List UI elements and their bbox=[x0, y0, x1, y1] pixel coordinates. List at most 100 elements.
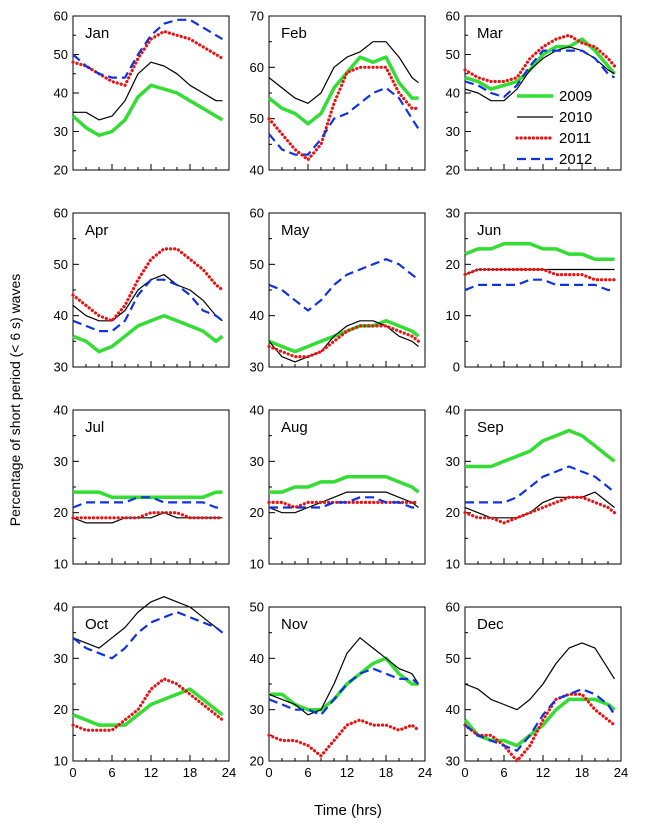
series-line-2011 bbox=[71, 247, 225, 323]
series-line-2012 bbox=[268, 86, 420, 156]
panel-title: Nov bbox=[281, 616, 308, 633]
x-tick-label: 6 bbox=[304, 765, 311, 780]
y-tick-label: 30 bbox=[54, 124, 68, 139]
series-line-2009 bbox=[463, 697, 616, 748]
x-tick-label: 12 bbox=[340, 765, 354, 780]
panel-jul: 10 20 30 40 Jul bbox=[54, 403, 230, 572]
series-line-2009 bbox=[465, 428, 616, 469]
series-line-2009 bbox=[72, 687, 224, 727]
x-tick-label: 6 bbox=[500, 765, 507, 780]
y-tick-label: 40 bbox=[446, 702, 460, 717]
series-line-2012 bbox=[268, 258, 420, 312]
y-tick-label: 20 bbox=[54, 163, 68, 178]
y-tick-label: 40 bbox=[54, 600, 68, 615]
y-tick-label: 10 bbox=[250, 557, 264, 572]
series-line-2009 bbox=[269, 474, 420, 494]
panel-title: Jul bbox=[85, 419, 104, 436]
y-tick-label: 40 bbox=[250, 651, 264, 666]
series-line-2011 bbox=[267, 65, 421, 162]
series-line-2012 bbox=[72, 278, 224, 333]
panel-title: Mar bbox=[477, 25, 503, 42]
panel-feb: 40 50 60 70 Feb bbox=[250, 9, 426, 178]
series-line-2012 bbox=[72, 496, 223, 509]
panel-title: Sep bbox=[477, 419, 504, 436]
series-line-2010 bbox=[73, 61, 223, 121]
x-tick-label: 12 bbox=[144, 765, 158, 780]
panel-nov: 20 30 40 50 0 6 12 18 24 Nov bbox=[250, 600, 433, 781]
x-tick-label: 24 bbox=[614, 765, 628, 780]
x-tick-label: 18 bbox=[575, 765, 589, 780]
series-line-2012 bbox=[465, 465, 616, 504]
panel-title: Aug bbox=[281, 419, 308, 436]
panel-title: Feb bbox=[281, 25, 307, 42]
series-line-2011 bbox=[267, 324, 421, 359]
y-tick-label: 30 bbox=[446, 124, 460, 139]
panel-dec: 30 40 50 60 0 6 12 18 24 Dec bbox=[446, 600, 629, 781]
series-line-2012 bbox=[72, 18, 224, 79]
x-tick-label: 6 bbox=[108, 765, 115, 780]
y-tick-label: 40 bbox=[250, 308, 264, 323]
y-tick-label: 50 bbox=[250, 257, 264, 272]
panel-title: Oct bbox=[85, 616, 109, 633]
y-tick-label: 20 bbox=[446, 163, 460, 178]
y-tick-label: 10 bbox=[446, 308, 460, 323]
x-axis-label: Time (hrs) bbox=[314, 802, 382, 819]
y-tick-label: 10 bbox=[446, 557, 460, 572]
y-tick-label: 20 bbox=[54, 505, 68, 520]
y-tick-label: 50 bbox=[54, 47, 68, 62]
y-tick-label: 60 bbox=[446, 9, 460, 24]
panel-title: Jan bbox=[85, 25, 109, 42]
y-tick-label: 20 bbox=[250, 754, 264, 769]
x-tick-label: 0 bbox=[461, 765, 468, 780]
series-line-2011 bbox=[463, 495, 617, 525]
series-line-2009 bbox=[72, 313, 224, 354]
y-tick-label: 30 bbox=[446, 454, 460, 469]
y-tick-label: 60 bbox=[54, 9, 68, 24]
y-tick-label: 30 bbox=[54, 454, 68, 469]
series-line-2009 bbox=[71, 83, 224, 138]
y-tick-label: 10 bbox=[54, 557, 68, 572]
y-tick-label: 50 bbox=[54, 257, 68, 272]
y-tick-label: 20 bbox=[54, 702, 68, 717]
y-tick-label: 40 bbox=[250, 163, 264, 178]
y-tick-label: 30 bbox=[54, 651, 68, 666]
series-line-2012 bbox=[269, 496, 419, 509]
legend-label-2011: 2011 bbox=[559, 130, 591, 147]
series-line-2012 bbox=[464, 278, 615, 292]
x-tick-label: 12 bbox=[536, 765, 550, 780]
legend-label-2010: 2010 bbox=[559, 109, 592, 126]
panel-jun: 0 10 20 30 Jun bbox=[446, 206, 622, 375]
series-line-2012 bbox=[72, 610, 224, 660]
series-line-2011 bbox=[71, 511, 225, 520]
y-tick-label: 60 bbox=[54, 206, 68, 221]
series-line-2011 bbox=[463, 267, 617, 282]
y-tick-label: 60 bbox=[250, 206, 264, 221]
panel-title: Apr bbox=[85, 222, 108, 239]
y-tick-label: 50 bbox=[446, 47, 460, 62]
y-tick-label: 40 bbox=[446, 403, 460, 418]
series-line-2010 bbox=[464, 491, 615, 519]
series-line-2010 bbox=[268, 637, 420, 716]
series-line-2009 bbox=[73, 490, 223, 500]
legend-label-2009: 2009 bbox=[559, 88, 592, 105]
panel-title: Dec bbox=[477, 616, 504, 633]
series-line-2012 bbox=[268, 667, 420, 716]
y-tick-label: 50 bbox=[250, 111, 264, 126]
y-tick-label: 60 bbox=[250, 60, 264, 75]
series-line-2010 bbox=[268, 491, 419, 514]
y-tick-label: 40 bbox=[54, 403, 68, 418]
y-tick-label: 20 bbox=[446, 505, 460, 520]
series-line-2009 bbox=[464, 242, 615, 261]
panel-mar: 20 30 40 50 60 Mar 2009 2010 2011 2012 bbox=[446, 9, 622, 178]
y-tick-label: 40 bbox=[250, 403, 264, 418]
y-tick-label: 70 bbox=[250, 9, 264, 24]
panel-apr: 30 40 50 60 Apr bbox=[54, 206, 230, 375]
y-tick-label: 30 bbox=[446, 206, 460, 221]
y-tick-label: 10 bbox=[54, 754, 68, 769]
y-tick-label: 30 bbox=[250, 702, 264, 717]
series-line-2011 bbox=[463, 33, 617, 84]
series-line-2009 bbox=[464, 37, 616, 91]
legend: 2009 2010 2011 2012 bbox=[515, 88, 592, 168]
y-tick-label: 30 bbox=[250, 454, 264, 469]
